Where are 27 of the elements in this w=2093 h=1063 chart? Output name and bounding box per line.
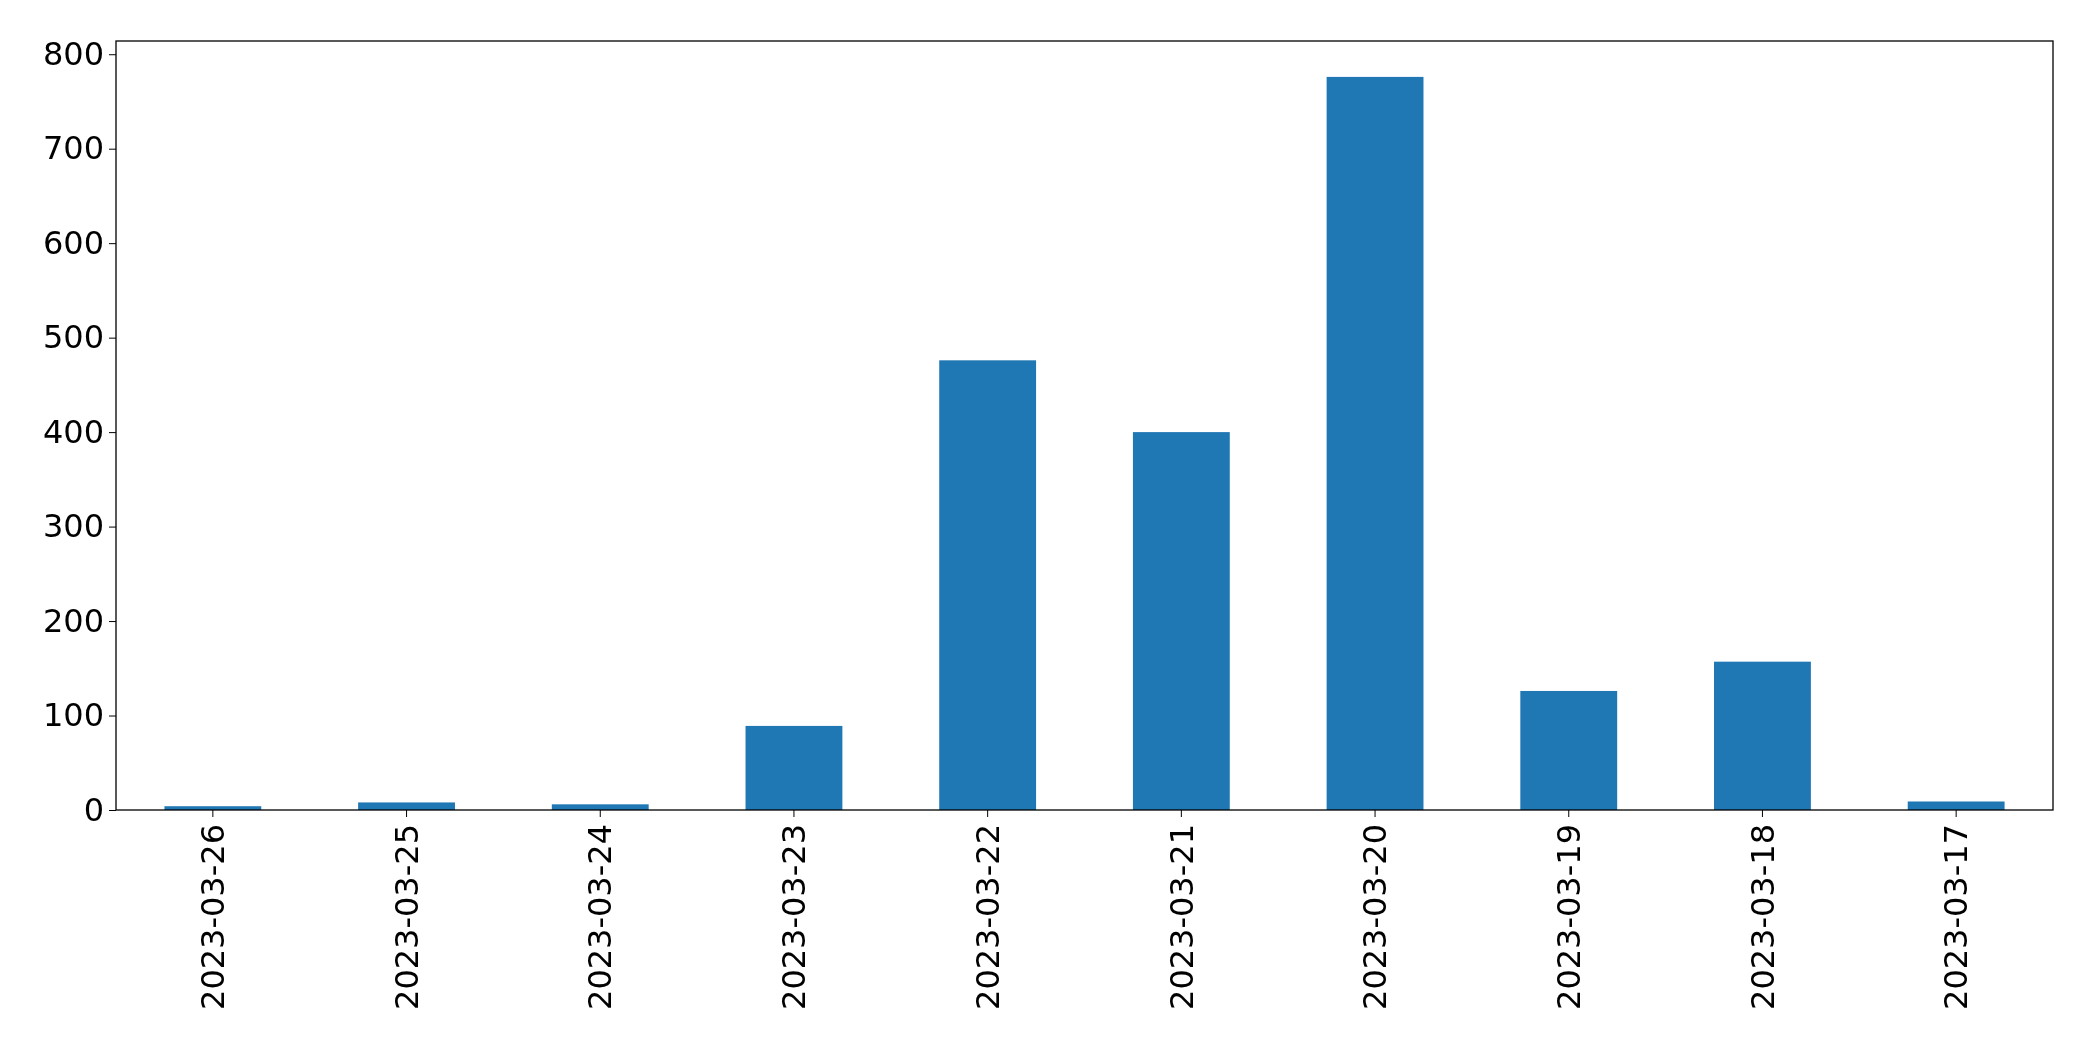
- x-tick-label: 2023-03-24: [581, 824, 620, 1010]
- x-tick-label: 2023-03-22: [968, 824, 1007, 1010]
- x-tick-label: 2023-03-23: [775, 824, 814, 1010]
- y-tick-label: 800: [42, 34, 104, 73]
- y-tick-label: 300: [42, 507, 104, 546]
- x-tick-label: 2023-03-18: [1743, 824, 1782, 1010]
- bar: [1132, 432, 1230, 810]
- bar: [1907, 801, 2005, 810]
- bar: [939, 360, 1037, 810]
- bar: [1326, 76, 1424, 810]
- bar: [1714, 661, 1811, 810]
- y-tick-label: 400: [42, 412, 104, 451]
- y-tick-label: 200: [42, 601, 104, 640]
- bar: [358, 802, 455, 810]
- y-tick-label: 100: [42, 696, 104, 735]
- bar: [745, 725, 843, 810]
- x-tick-label: 2023-03-26: [194, 824, 233, 1010]
- x-tick-label: 2023-03-20: [1356, 824, 1395, 1010]
- y-tick-label: 700: [42, 129, 104, 168]
- x-tick-label: 2023-03-21: [1162, 824, 1201, 1010]
- bar: [1520, 690, 1618, 810]
- y-tick-label: 600: [42, 223, 104, 262]
- y-tick-label: 0: [83, 790, 104, 829]
- x-tick-label: 2023-03-19: [1549, 824, 1588, 1010]
- x-tick-label: 2023-03-17: [1937, 824, 1976, 1010]
- x-tick-label: 2023-03-25: [387, 824, 426, 1010]
- y-tick-label: 500: [42, 318, 104, 357]
